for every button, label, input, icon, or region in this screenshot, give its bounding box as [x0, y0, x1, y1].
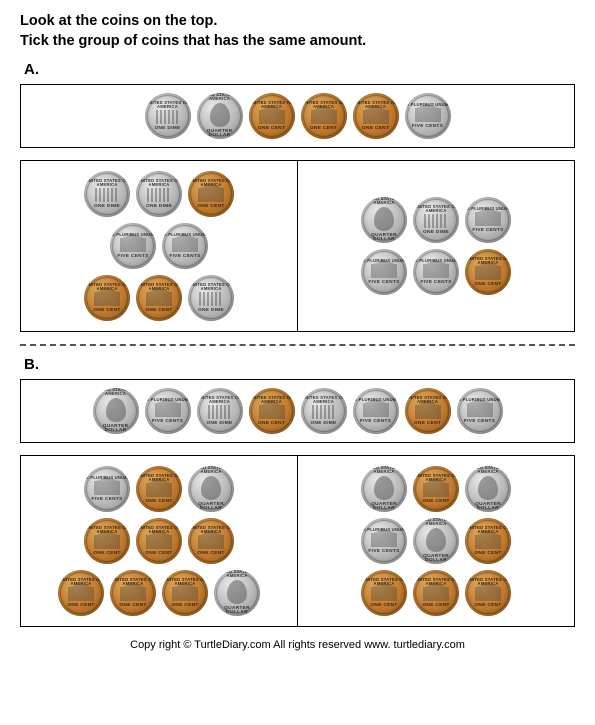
options-a: UNITED STATES OF AMERICAONE DIMEUNITED S… [20, 160, 575, 332]
coin-row: UNITED STATES OF AMERICAONE CENTUNITED S… [58, 570, 260, 616]
penny-coin: UNITED STATES OF AMERICAONE CENT [465, 249, 511, 295]
quarter-coin: UNITED STATES OF AMERICAQUARTER DOLLAR [465, 466, 511, 512]
quarter-coin: UNITED STATES OF AMERICAQUARTER DOLLAR [188, 466, 234, 512]
penny-coin: UNITED STATES OF AMERICAONE CENT [405, 388, 451, 434]
quarter-coin: UNITED STATES OF AMERICAQUARTER DOLLAR [93, 388, 139, 434]
option-a-left[interactable]: UNITED STATES OF AMERICAONE DIMEUNITED S… [21, 161, 297, 331]
dime-coin: UNITED STATES OF AMERICAONE DIME [197, 388, 243, 434]
footer-text: Copy right © TurtleDiary.com All rights … [20, 639, 575, 651]
dime-coin: UNITED STATES OF AMERICAONE DIME [301, 388, 347, 434]
coin-row: E PLURIBUS UNUMFIVE CENTSUNITED STATES O… [361, 518, 511, 564]
nickel-coin: E PLURIBUS UNUMFIVE CENTS [84, 466, 130, 512]
options-b: E PLURIBUS UNUMFIVE CENTSUNITED STATES O… [20, 455, 575, 627]
option-a-right[interactable]: UNITED STATES OF AMERICAQUARTER DOLLARUN… [297, 161, 574, 331]
coin-row: UNITED STATES OF AMERICAONE CENTUNITED S… [84, 275, 234, 321]
penny-coin: UNITED STATES OF AMERICAONE CENT [136, 275, 182, 321]
dime-coin: UNITED STATES OF AMERICAONE DIME [188, 275, 234, 321]
nickel-coin: E PLURIBUS UNUMFIVE CENTS [457, 388, 503, 434]
penny-coin: UNITED STATES OF AMERICAONE CENT [465, 570, 511, 616]
coin-row: E PLURIBUS UNUMFIVE CENTSE PLURIBUS UNUM… [361, 249, 511, 295]
penny-coin: UNITED STATES OF AMERICAONE CENT [465, 518, 511, 564]
section-divider [20, 344, 575, 346]
penny-coin: UNITED STATES OF AMERICAONE CENT [361, 570, 407, 616]
coin-row: UNITED STATES OF AMERICAQUARTER DOLLARUN… [361, 466, 511, 512]
nickel-coin: E PLURIBUS UNUMFIVE CENTS [353, 388, 399, 434]
instructions: Look at the coins on the top. Tick the g… [20, 12, 575, 51]
penny-coin: UNITED STATES OF AMERICAONE CENT [84, 518, 130, 564]
quarter-coin: UNITED STATES OF AMERICAQUARTER DOLLAR [361, 466, 407, 512]
option-b-right[interactable]: UNITED STATES OF AMERICAQUARTER DOLLARUN… [297, 456, 574, 626]
nickel-coin: E PLURIBUS UNUMFIVE CENTS [162, 223, 208, 269]
penny-coin: UNITED STATES OF AMERICAONE CENT [84, 275, 130, 321]
quarter-coin: UNITED STATES OF AMERICAQUARTER DOLLAR [214, 570, 260, 616]
coin-row: UNITED STATES OF AMERICAONE DIMEUNITED S… [84, 171, 234, 217]
quarter-coin: UNITED STATES OF AMERICAQUARTER DOLLAR [197, 93, 243, 139]
dime-coin: UNITED STATES OF AMERICAONE DIME [145, 93, 191, 139]
nickel-coin: E PLURIBUS UNUMFIVE CENTS [361, 249, 407, 295]
instruction-line-1: Look at the coins on the top. [20, 12, 575, 32]
penny-coin: UNITED STATES OF AMERICAONE CENT [110, 570, 156, 616]
penny-coin: UNITED STATES OF AMERICAONE CENT [58, 570, 104, 616]
quarter-coin: UNITED STATES OF AMERICAQUARTER DOLLAR [413, 518, 459, 564]
penny-coin: UNITED STATES OF AMERICAONE CENT [413, 570, 459, 616]
quarter-coin: UNITED STATES OF AMERICAQUARTER DOLLAR [361, 197, 407, 243]
coin-row: UNITED STATES OF AMERICAONE CENTUNITED S… [84, 518, 234, 564]
section-label-a: A. [24, 61, 575, 78]
nickel-coin: E PLURIBUS UNUMFIVE CENTS [413, 249, 459, 295]
penny-coin: UNITED STATES OF AMERICAONE CENT [249, 93, 295, 139]
instruction-line-2: Tick the group of coins that has the sam… [20, 32, 575, 52]
option-b-left[interactable]: E PLURIBUS UNUMFIVE CENTSUNITED STATES O… [21, 456, 297, 626]
penny-coin: UNITED STATES OF AMERICAONE CENT [136, 466, 182, 512]
dime-coin: UNITED STATES OF AMERICAONE DIME [136, 171, 182, 217]
penny-coin: UNITED STATES OF AMERICAONE CENT [162, 570, 208, 616]
section-label-b: B. [24, 356, 575, 373]
nickel-coin: E PLURIBUS UNUMFIVE CENTS [110, 223, 156, 269]
penny-coin: UNITED STATES OF AMERICAONE CENT [249, 388, 295, 434]
coin-row: UNITED STATES OF AMERICAQUARTER DOLLARUN… [361, 197, 511, 243]
penny-coin: UNITED STATES OF AMERICAONE CENT [136, 518, 182, 564]
penny-coin: UNITED STATES OF AMERICAONE CENT [353, 93, 399, 139]
nickel-coin: E PLURIBUS UNUMFIVE CENTS [145, 388, 191, 434]
nickel-coin: E PLURIBUS UNUMFIVE CENTS [361, 518, 407, 564]
penny-coin: UNITED STATES OF AMERICAONE CENT [188, 518, 234, 564]
reference-coins-a: UNITED STATES OF AMERICAONE DIMEUNITED S… [20, 84, 575, 148]
penny-coin: UNITED STATES OF AMERICAONE CENT [413, 466, 459, 512]
dime-coin: UNITED STATES OF AMERICAONE DIME [84, 171, 130, 217]
penny-coin: UNITED STATES OF AMERICAONE CENT [188, 171, 234, 217]
dime-coin: UNITED STATES OF AMERICAONE DIME [413, 197, 459, 243]
nickel-coin: E PLURIBUS UNUMFIVE CENTS [465, 197, 511, 243]
coin-row: UNITED STATES OF AMERICAONE CENTUNITED S… [361, 570, 511, 616]
nickel-coin: E PLURIBUS UNUMFIVE CENTS [405, 93, 451, 139]
penny-coin: UNITED STATES OF AMERICAONE CENT [301, 93, 347, 139]
reference-coins-b: UNITED STATES OF AMERICAQUARTER DOLLARE … [20, 379, 575, 443]
coin-row: E PLURIBUS UNUMFIVE CENTSUNITED STATES O… [84, 466, 234, 512]
coin-row: E PLURIBUS UNUMFIVE CENTSE PLURIBUS UNUM… [110, 223, 208, 269]
